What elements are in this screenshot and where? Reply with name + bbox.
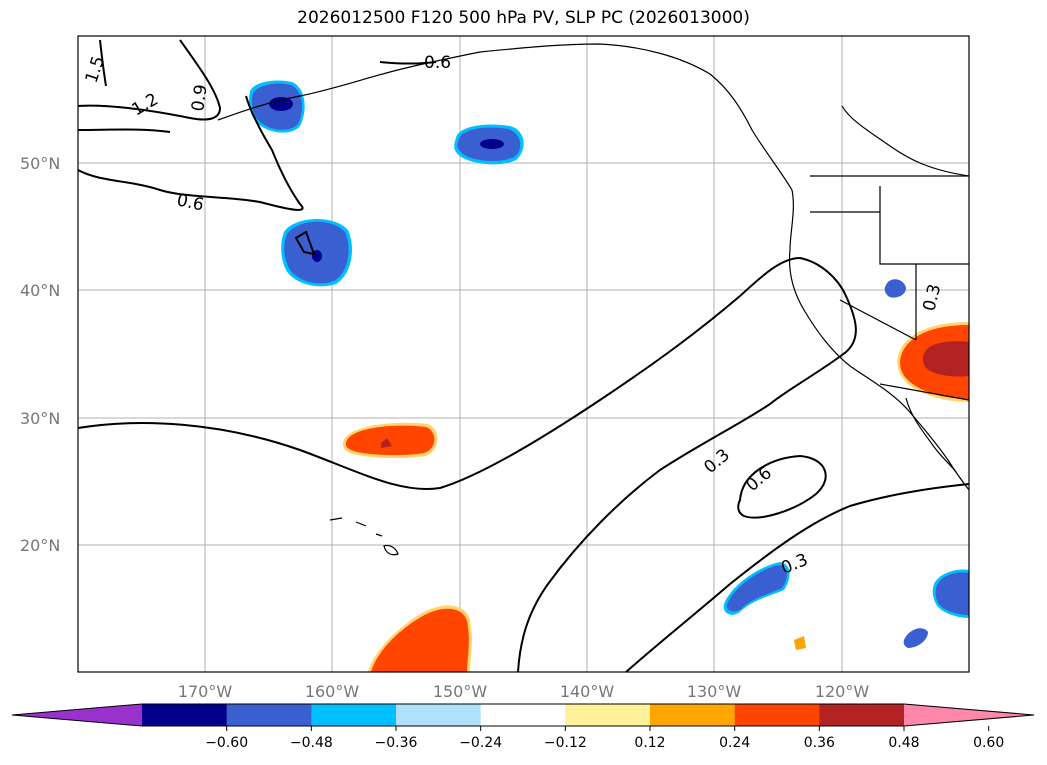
- contour-0-6-north: [379, 61, 437, 65]
- state-borders: [810, 186, 969, 341]
- pv-negative-blob: [884, 279, 906, 298]
- contour-label: 0.9: [188, 83, 212, 113]
- colorbar-tick-label: −0.60: [205, 735, 248, 751]
- colorbar-segment: [142, 704, 228, 726]
- coastline-north-america: [217, 43, 970, 491]
- pv-negative-core: [935, 572, 969, 615]
- colorbar-segment: [396, 704, 482, 726]
- colorbar-tick-label: 0.36: [804, 735, 835, 751]
- colorbar-segment: [311, 704, 397, 726]
- contour-0-3: [77, 256, 857, 673]
- pv-strong-positive: [381, 438, 392, 448]
- contour-0-3-south: [625, 483, 970, 673]
- colorbar-extend-min: [12, 704, 142, 726]
- map-frame: [77, 35, 970, 673]
- lon-tick-label: 130°W: [687, 682, 742, 701]
- pv-strong-negative: [480, 139, 504, 149]
- colorbar-tick-label: −0.48: [290, 735, 333, 751]
- coastline-baja: [905, 397, 957, 473]
- pv-negative-blob: [903, 628, 928, 648]
- contour-0-6-closed: [737, 454, 827, 519]
- lon-tick-label: 140°W: [560, 682, 615, 701]
- lon-tick-label: 160°W: [305, 682, 360, 701]
- colorbar-tick-label: −0.24: [459, 735, 502, 751]
- colorbar-tick-label: 0.12: [634, 735, 665, 751]
- map-title: 2026012500 F120 500 hPa PV, SLP PC (2026…: [297, 8, 750, 28]
- contour-1-2: [77, 39, 222, 121]
- colorbar-extend-max: [904, 704, 1034, 726]
- border-bc-alberta: [841, 105, 970, 177]
- pv-strong-negative: [269, 97, 293, 111]
- pv-positive-blob: [794, 636, 806, 650]
- pv-negative-core: [726, 565, 787, 612]
- colorbar-segment: [480, 704, 566, 726]
- colorbar-tick-label: 0.48: [888, 735, 919, 751]
- lat-tick-label: 40°N: [20, 281, 60, 300]
- lat-tick-label: 50°N: [20, 154, 60, 173]
- lat-tick-label: 30°N: [20, 409, 60, 428]
- lon-tick-label: 170°W: [178, 682, 233, 701]
- colorbar-segment: [819, 704, 905, 726]
- contour-0-9: [77, 128, 171, 133]
- hawaii-islands: [329, 517, 399, 556]
- colorbar-segment: [650, 704, 736, 726]
- lat-tick-label: 20°N: [20, 536, 60, 555]
- contour-small-closed: [294, 230, 316, 256]
- contour-1-5: [99, 39, 107, 87]
- lon-tick-label: 150°W: [433, 682, 488, 701]
- pv-positive-core: [345, 425, 435, 456]
- colorbar-segment: [734, 704, 820, 726]
- colorbar-tick-label: −0.36: [375, 735, 418, 751]
- lon-axis: 170°W 160°W 150°W 140°W 130°W 120°W: [178, 682, 870, 701]
- contour-label: 0.6: [424, 53, 451, 73]
- colorbar-outline: [11, 703, 1035, 727]
- slp-contours: [77, 39, 970, 673]
- lon-tick-label: 120°W: [815, 682, 870, 701]
- pv-strong-positive: [922, 341, 969, 377]
- map-area: [78, 36, 969, 672]
- coastlines: [217, 43, 970, 556]
- colorbar-tick-label: −0.12: [544, 735, 587, 751]
- colorbar-tick-label: 0.60: [973, 735, 1004, 751]
- pv-positive-core: [371, 608, 469, 672]
- colorbar-tick-label: 0.24: [719, 735, 750, 751]
- lat-axis: 50°N 40°N 30°N 20°N: [20, 154, 60, 555]
- colorbar-segment: [565, 704, 651, 726]
- border-us-mexico: [879, 383, 970, 401]
- contour-0-6-west: [77, 95, 304, 211]
- colorbar: −0.60 −0.48 −0.36 −0.24 −0.12 0.12 0.24 0.36 0.4…: [11, 703, 1035, 751]
- pv-fills: [248, 80, 969, 672]
- colorbar-segment: [226, 704, 312, 726]
